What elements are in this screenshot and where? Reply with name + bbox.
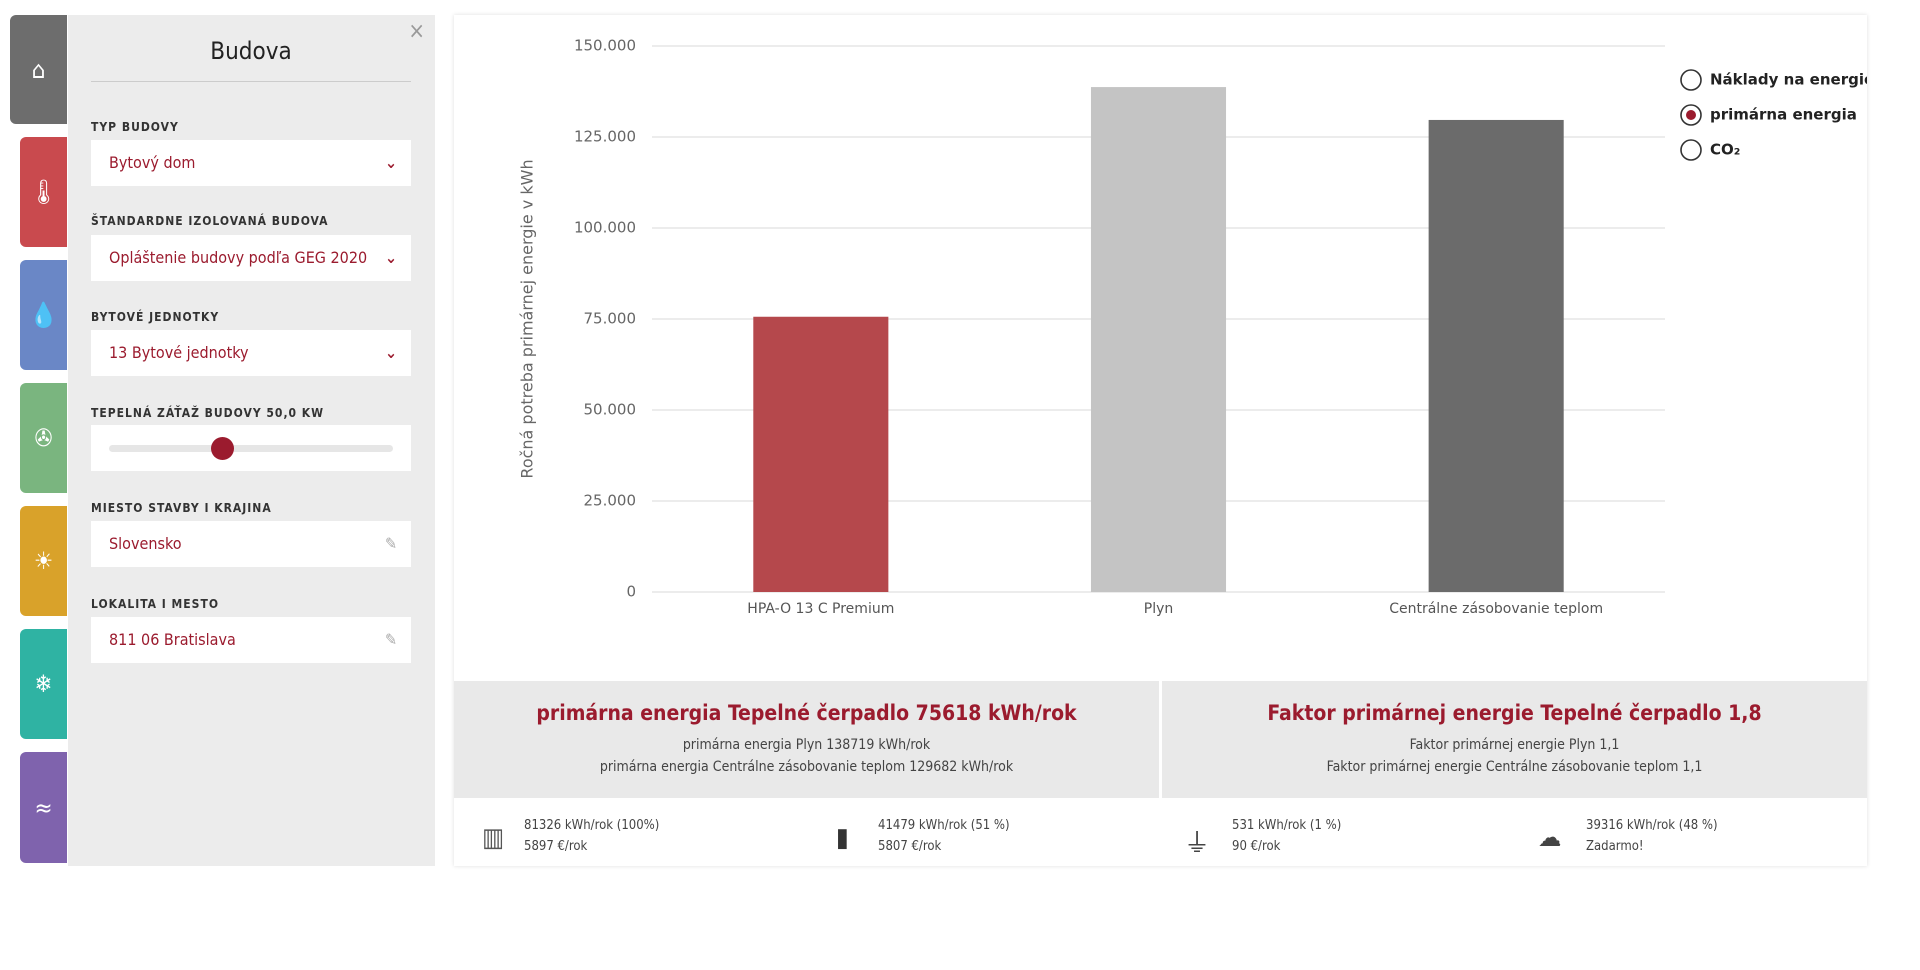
summary-left: primárna energia Tepelné čerpadlo 75618 …	[454, 681, 1159, 798]
stat: 81326 kWh/rok (100%) 5897 €/rok	[524, 815, 659, 857]
y-tick-label: 0	[626, 583, 636, 601]
y-tick-label: 125.000	[574, 128, 636, 146]
stat-line: 531 kWh/rok (1 %)	[1232, 818, 1342, 833]
y-tick-label: 100.000	[574, 219, 636, 237]
icon-plug: ⏚	[1184, 829, 1211, 859]
select[interactable]: Bytový dom ⌄	[91, 140, 411, 186]
tab-temperature[interactable]: 🌡	[20, 137, 67, 247]
radio[interactable]	[1680, 139, 1702, 161]
input-value: Slovensko	[109, 534, 182, 553]
bar	[753, 316, 889, 592]
input-value: 811 06 Bratislava	[109, 630, 236, 649]
field-label: BYTOVÉ JEDNOTKY	[91, 310, 220, 324]
summary-headline: Faktor primárnej energie Tepelné čerpadl…	[1267, 701, 1762, 725]
stat: 41479 kWh/rok (51 %) 5807 €/rok	[878, 815, 1010, 857]
radio[interactable]	[1680, 69, 1702, 91]
stat-line: 81326 kWh/rok (100%)	[524, 818, 660, 833]
stat-line: Zadarmo!	[1586, 839, 1644, 854]
radio-label[interactable]: Náklady na energie	[1710, 71, 1874, 89]
input[interactable]: Slovensko ✎	[91, 521, 411, 567]
x-tick-label: HPA-O 13 C Premium	[747, 601, 894, 617]
summary-line: primárna energia Centrálne zásobovanie t…	[599, 759, 1014, 775]
y-tick-label: 50.000	[584, 401, 637, 419]
radio-label[interactable]: primárna energia	[1710, 106, 1857, 124]
settings-panel: × Budova TYP BUDOVY Bytový dom ⌄ ŠTANDARD…	[68, 15, 435, 866]
stat: 531 kWh/rok (1 %) 90 €/rok	[1232, 815, 1341, 857]
y-tick-label: 25.000	[584, 492, 637, 510]
tab-solar[interactable]: ☀	[20, 506, 67, 616]
summary-right: Faktor primárnej energie Tepelné čerpadl…	[1162, 681, 1867, 798]
tab-pool[interactable]: ≈	[20, 752, 67, 863]
field-label: ŠTANDARDNE IZOLOVANÁ BUDOVA	[91, 214, 329, 228]
field-label: LOKALITA I MESTO	[91, 597, 219, 611]
tab-water[interactable]: 💧	[20, 260, 67, 370]
x-tick-label: Centrálne zásobovanie teplom	[1389, 601, 1603, 617]
select-value: 13 Bytové jednotky	[109, 343, 249, 362]
summary-line: Faktor primárnej energie Centrálne zásob…	[1326, 759, 1703, 775]
y-tick-label: 75.000	[584, 310, 637, 328]
field-label: TYP BUDOVY	[91, 120, 179, 134]
select[interactable]: Opláštenie budovy podľa GEG 2020 ⌄	[91, 235, 411, 281]
radio-label[interactable]: CO₂	[1710, 141, 1740, 159]
panel-title: Budova	[210, 37, 292, 65]
bar	[1428, 119, 1564, 592]
stat-line: 5897 €/rok	[524, 839, 588, 854]
field-label: TEPELNÁ ZÁŤAŽ BUDOVY 50,0 KW	[91, 406, 325, 420]
input[interactable]: 811 06 Bratislava ✎	[91, 617, 411, 663]
tab-cooling[interactable]: ❄	[20, 629, 67, 739]
icon-cloud: ☁	[1538, 823, 1562, 853]
divider	[91, 81, 411, 82]
y-axis-label: Ročná potreba primárnej energie v kWh	[518, 159, 537, 478]
stat-line: 5807 €/rok	[878, 839, 942, 854]
summary-line: primárna energia Plyn 138719 kWh/rok	[682, 737, 931, 753]
stat: 39316 kWh/rok (48 %) Zadarmo!	[1586, 815, 1718, 857]
stat-line: 41479 kWh/rok (51 %)	[878, 818, 1010, 833]
chart: Ročná potreba primárnej energie v kWh 0 2…	[518, 37, 1875, 618]
icon-heatpump: ▮	[836, 823, 849, 853]
select-value: Opláštenie budovy podľa GEG 2020	[109, 248, 368, 267]
tab-building[interactable]: ⌂	[10, 15, 67, 124]
chart-panel: Ročná potreba primárnej energie v kWh 0 2…	[454, 15, 1875, 866]
icon-building: ▥	[482, 823, 505, 853]
close-button[interactable]: ×	[408, 19, 425, 44]
field-label: MIESTO STAVBY I KRAJINA	[91, 501, 272, 515]
tab-ventilation[interactable]: ✇	[20, 383, 67, 493]
summary-headline: primárna energia Tepelné čerpadlo 75618 …	[536, 701, 1077, 725]
y-tick-label: 150.000	[574, 37, 636, 55]
summary-line: Faktor primárnej energie Plyn 1,1	[1409, 737, 1620, 753]
stat-line: 39316 kWh/rok (48 %)	[1586, 818, 1718, 833]
slider-thumb[interactable]	[211, 437, 234, 460]
select[interactable]: 13 Bytové jednotky ⌄	[91, 330, 411, 376]
slider-track	[109, 445, 393, 452]
x-tick-label: Plyn	[1144, 601, 1174, 617]
select-value: Bytový dom	[109, 153, 196, 172]
bar	[1090, 87, 1227, 593]
slider[interactable]	[91, 425, 411, 471]
stat-line: 90 €/rok	[1232, 839, 1281, 854]
radio-dot	[1686, 110, 1696, 120]
